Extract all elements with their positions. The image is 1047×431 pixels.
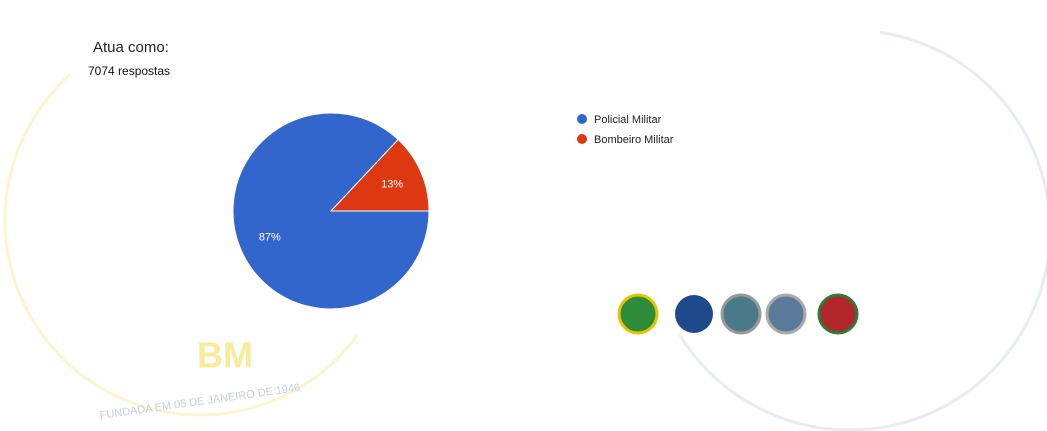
logos	[617, 293, 859, 335]
logo	[817, 293, 859, 335]
slice-label: 87%	[259, 231, 281, 243]
watermark-badge: BM	[197, 335, 253, 376]
logo	[720, 293, 762, 335]
pie-slice	[232, 112, 430, 310]
chart-title: Atua como:	[93, 39, 169, 56]
pie-slice	[329, 138, 430, 212]
logo	[675, 295, 713, 333]
logo	[617, 293, 659, 335]
legend-swatch	[577, 114, 587, 124]
slice-label: 13%	[381, 178, 403, 190]
legend-label: Policial Militar	[594, 114, 662, 126]
legend-swatch	[577, 134, 587, 144]
legend-label: Bombeiro Militar	[594, 134, 674, 146]
chart-subtitle: 7074 respostas	[88, 64, 170, 78]
chart-card	[70, 22, 880, 335]
logo	[765, 293, 807, 335]
